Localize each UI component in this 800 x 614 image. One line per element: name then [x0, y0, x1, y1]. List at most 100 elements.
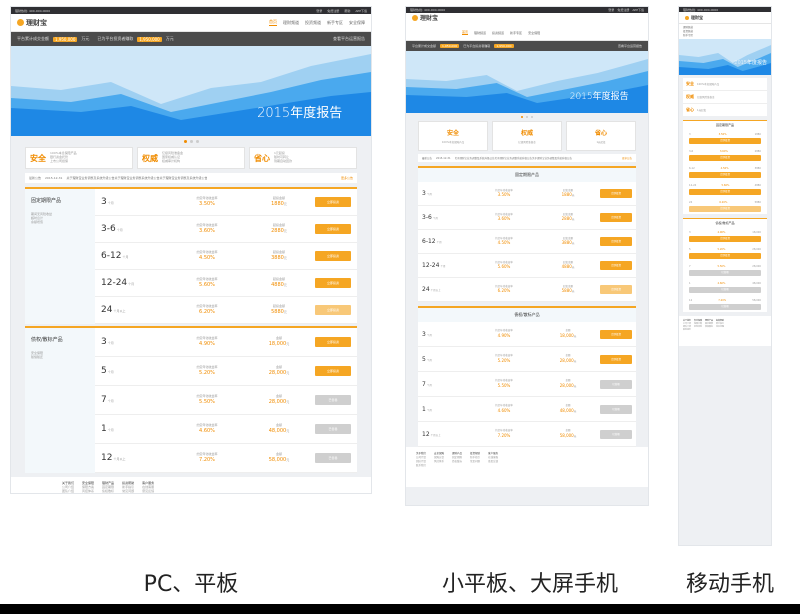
app-link[interactable]: APP下载: [355, 8, 367, 13]
amount-label: 起投金额: [272, 250, 285, 255]
invest-button[interactable]: 立即投资: [315, 251, 351, 261]
footer-link[interactable]: 新手指引: [716, 323, 725, 326]
banner[interactable]: 2015年度报告: [679, 39, 771, 76]
help-link[interactable]: 帮助: [344, 8, 351, 13]
invest-button[interactable]: 立即投资: [315, 305, 351, 315]
banner[interactable]: 2015年度报告: [406, 51, 648, 113]
hotline: 理财热线: 400-000-0000: [15, 8, 51, 13]
invest-button[interactable]: 已售罄: [689, 304, 761, 311]
invest-button[interactable]: 立即投资: [600, 237, 632, 246]
invest-button[interactable]: 已售罄: [315, 424, 351, 434]
term-unit: 个月以上: [430, 433, 441, 437]
footer-link[interactable]: 团队介绍: [416, 460, 427, 463]
footer-link[interactable]: 公司介绍: [416, 456, 427, 459]
footer-link[interactable]: 债权散标: [102, 489, 115, 493]
footer-link[interactable]: 保障方案: [434, 456, 445, 459]
invest-button[interactable]: 立即投资: [315, 337, 351, 347]
invest-button[interactable]: 已售罄: [315, 395, 351, 405]
nav-home[interactable]: 首页: [269, 19, 277, 26]
invest-button[interactable]: 已售罄: [689, 270, 761, 277]
footer-link[interactable]: 固定期限: [452, 456, 463, 459]
login-link[interactable]: 登录: [316, 8, 323, 13]
footer-link[interactable]: 新手指引: [122, 485, 135, 489]
footer-link[interactable]: 保障方案: [694, 323, 703, 326]
invest-button[interactable]: 立即投资: [600, 189, 632, 198]
footer-link[interactable]: 风控体系: [82, 489, 95, 493]
invest-button[interactable]: 立即投资: [600, 285, 632, 294]
invest-button[interactable]: 立即投资: [600, 213, 632, 222]
invest-button[interactable]: 立即投资: [600, 329, 632, 339]
carousel-dot[interactable]: [183, 140, 187, 143]
invest-button[interactable]: 立即投资: [315, 224, 351, 234]
footer-link[interactable]: 在线客服: [142, 485, 155, 489]
footer-link[interactable]: 常见问题: [716, 326, 725, 329]
invest-button[interactable]: 立即投资: [689, 236, 761, 243]
footer-link[interactable]: 风控体系: [434, 460, 445, 463]
amount-unit: 元: [571, 218, 575, 222]
invest-button[interactable]: 立即投资: [600, 354, 632, 364]
nav-newbie[interactable]: 新手专区: [510, 30, 523, 35]
nav-home[interactable]: 首页: [462, 30, 469, 35]
invest-button[interactable]: 立即投资: [315, 366, 351, 376]
footer-link[interactable]: 常见问题: [122, 489, 135, 493]
footer-link[interactable]: 团队介绍: [62, 489, 75, 493]
nav-finance[interactable]: 理财频道: [474, 30, 487, 35]
footer-link[interactable]: 债权散标: [452, 460, 463, 463]
logo[interactable]: 理财宝: [412, 13, 438, 22]
footer-link[interactable]: 债权散标: [705, 326, 714, 329]
footer-link[interactable]: 保障方案: [82, 485, 95, 489]
footer-link[interactable]: 团队介绍: [683, 326, 692, 329]
notice-more-link[interactable]: 更多公告: [340, 176, 353, 180]
nav-finance[interactable]: 理财频道: [283, 19, 299, 25]
register-link[interactable]: 免费注册: [617, 8, 630, 12]
banner[interactable]: 2015年度报告: [11, 46, 371, 136]
footer-link[interactable]: 常见问题: [470, 460, 481, 463]
carousel-dot[interactable]: [195, 140, 199, 143]
invest-button[interactable]: 已售罄: [689, 287, 761, 294]
invest-button[interactable]: 立即投资: [689, 172, 761, 179]
report-link[interactable]: 查看平台运营报告: [617, 44, 642, 48]
amount-unit: 元: [286, 370, 290, 375]
footer-link[interactable]: 联系我们: [62, 493, 74, 494]
invest-button[interactable]: 立即投资: [689, 189, 761, 196]
footer-link[interactable]: 意见反馈: [142, 489, 155, 493]
register-link[interactable]: 免费注册: [327, 8, 340, 13]
footer-link[interactable]: 风控体系: [694, 326, 703, 329]
footer-link[interactable]: 联系我们: [416, 464, 427, 467]
nav-security[interactable]: 安全保障: [528, 30, 541, 35]
logo[interactable]: 理财宝: [685, 15, 703, 21]
invest-button[interactable]: 已售罄: [600, 404, 632, 414]
invest-button[interactable]: 已售罄: [600, 379, 632, 389]
nav-security[interactable]: 安全保障: [349, 19, 365, 25]
carousel-dot[interactable]: [189, 140, 193, 143]
invest-button[interactable]: 立即投资: [689, 155, 761, 162]
footer-link[interactable]: 意见反馈: [488, 460, 499, 463]
footer-link[interactable]: 新手指引: [470, 456, 481, 459]
footer-link[interactable]: 固定期限: [102, 485, 115, 489]
report-link[interactable]: 查看平台运营报告: [333, 36, 365, 41]
nav-invest[interactable]: 投资频道: [305, 19, 321, 25]
invest-button[interactable]: 立即投资: [689, 253, 761, 260]
invest-button[interactable]: 已售罄: [600, 429, 632, 439]
nav-invest[interactable]: 投资频道: [492, 30, 505, 35]
footer-link[interactable]: 在线客服: [488, 456, 499, 459]
login-link[interactable]: 登录: [608, 8, 615, 12]
footer-link[interactable]: 联系我们: [683, 329, 692, 332]
nav-newbie[interactable]: 新手专区: [327, 19, 343, 25]
footer-link[interactable]: 固定期限: [705, 323, 714, 326]
product-term: 6-12个月: [101, 251, 171, 261]
invest-button[interactable]: 立即投资: [600, 261, 632, 270]
invest-button[interactable]: 立即投资: [315, 278, 351, 288]
footer-link[interactable]: 公司介绍: [62, 485, 75, 489]
invest-button[interactable]: 立即投资: [689, 138, 761, 145]
invest-button[interactable]: 立即投资: [315, 197, 351, 207]
footer-link[interactable]: 公司介绍: [683, 323, 692, 326]
term-unit: 个月: [440, 265, 446, 268]
invest-button[interactable]: 已售罄: [315, 453, 351, 463]
amount-label: 起投金额: [272, 196, 285, 201]
invest-button[interactable]: 立即投资: [689, 206, 761, 213]
notice-text[interactable]: 关于理财宝业务调整及系统升级公告关于理财宝业务调整系统升级公告关于理财宝业务调整…: [66, 176, 208, 180]
rate-value: 3.50%: [497, 192, 511, 198]
logo[interactable]: 理财宝: [17, 18, 47, 28]
app-link[interactable]: APP下载: [632, 8, 644, 12]
